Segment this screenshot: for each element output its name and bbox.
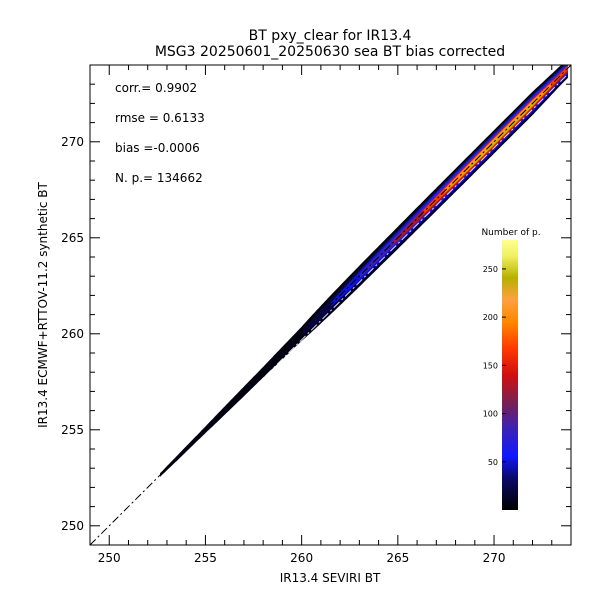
stat-npoints: N. p.= 134662 — [115, 171, 203, 185]
colorbar-tick-label: 150 — [483, 361, 498, 370]
chart-subtitle: MSG3 20250601_20250630 sea BT bias corre… — [155, 44, 505, 60]
reference-line-layer — [90, 65, 571, 545]
colorbar-ticks: 50 100 150 200 250 — [483, 265, 506, 467]
colorbar-title: Number of p. — [481, 228, 540, 238]
colorbar-tick-label: 250 — [483, 265, 498, 274]
y-axis: 250 255 260 265 270 — [61, 64, 571, 546]
colorbar: Number of p. 50 100 150 200 250 — [481, 228, 541, 510]
colorbar-tick-label: 200 — [483, 313, 498, 322]
y-tick-label: 265 — [61, 231, 84, 245]
colorbar-tick-label: 50 — [488, 458, 498, 467]
y-tick-label: 250 — [61, 519, 84, 533]
x-axis: 250 255 260 265 270 — [89, 65, 572, 565]
y-tick-label: 270 — [61, 135, 84, 149]
plot-frame — [89, 64, 572, 546]
x-tick-label: 260 — [290, 551, 313, 565]
reference-line-inner — [95, 70, 571, 545]
y-tick-label: 255 — [61, 423, 84, 437]
y-tick-label: 260 — [61, 327, 84, 341]
x-tick-label: 265 — [386, 551, 409, 565]
chart-title: BT pxy_clear for IR13.4 — [249, 28, 412, 44]
x-tick-label: 270 — [483, 551, 506, 565]
x-axis-label: IR13.4 SEVIRI BT — [280, 571, 381, 585]
x-tick-label: 250 — [98, 551, 121, 565]
stat-rmse: rmse = 0.6133 — [115, 111, 205, 125]
x-tick-label: 255 — [194, 551, 217, 565]
colorbar-gradient — [502, 240, 518, 510]
y-axis-label: IR13.4 ECMWF+RTTOV-11.2 synthetic BT — [36, 181, 50, 427]
stat-bias: bias =-0.0006 — [115, 141, 200, 155]
reference-line — [90, 65, 571, 545]
stat-corr: corr.= 0.9902 — [115, 81, 197, 95]
colorbar-tick-label: 100 — [483, 410, 498, 419]
stats-block: corr.= 0.9902 rmse = 0.6133 bias =-0.000… — [115, 81, 205, 185]
